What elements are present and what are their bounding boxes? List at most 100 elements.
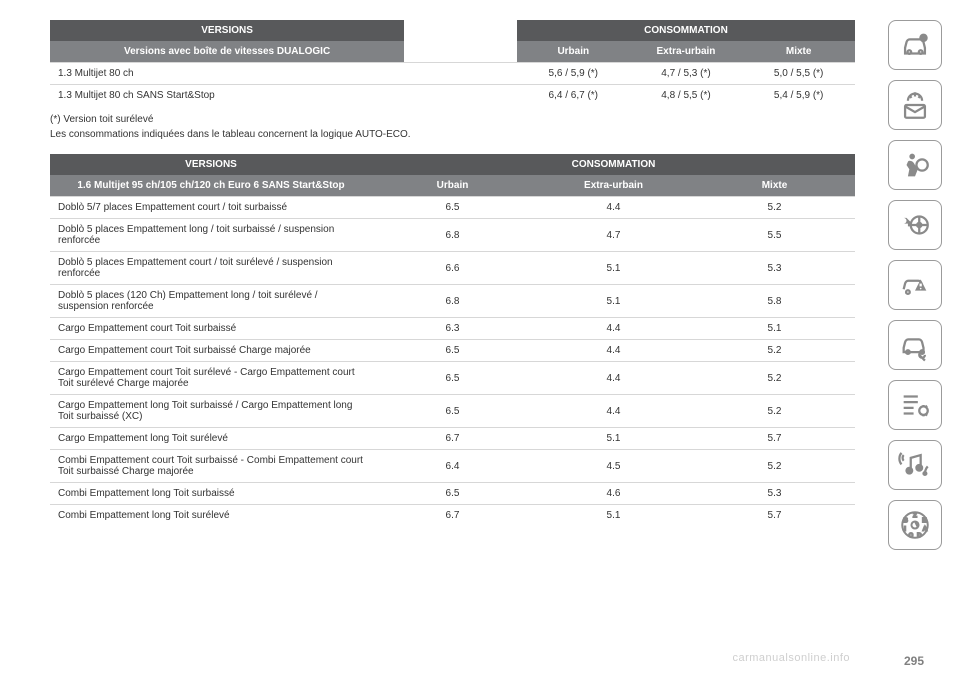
svg-text:A: A [923, 527, 927, 533]
t1-h-sub: Versions avec boîte de vitesses DUALOGIC [50, 41, 404, 63]
t2-h-ext: Extra-urbain [533, 175, 694, 197]
row-val: 6.3 [372, 318, 533, 340]
row-val: 5.7 [694, 505, 855, 527]
t1-h-mix: Mixte [742, 41, 855, 63]
row-val: 5.1 [533, 505, 694, 527]
table-row: Doblò 5 places Empattement court / toit … [50, 252, 855, 285]
car-wrench-icon [888, 320, 942, 370]
airbag-icon [888, 140, 942, 190]
row-label: Doblò 5 places (120 Ch) Empattement long… [50, 285, 372, 318]
row-label: 1.3 Multijet 80 ch SANS Start&Stop [50, 85, 404, 107]
row-val: 5.7 [694, 428, 855, 450]
versions-table-1: VERSIONS CONSOMMATION Versions avec boît… [50, 20, 855, 106]
table-row: 1.3 Multijet 80 ch SANS Start&Stop 6,4 /… [50, 85, 855, 107]
row-val: 5.2 [694, 340, 855, 362]
table-row: 1.3 Multijet 80 ch 5,6 / 5,9 (*) 4,7 / 5… [50, 63, 855, 85]
row-label: Cargo Empattement long Toit surbaissé / … [50, 395, 372, 428]
row-label: Cargo Empattement court Toit surélevé - … [50, 362, 372, 395]
row-label: Doblò 5/7 places Empattement court / toi… [50, 197, 372, 219]
svg-text:B: B [904, 518, 908, 524]
row-val: 4.4 [533, 197, 694, 219]
key-steering-icon [888, 200, 942, 250]
table-row: Cargo Empattement long Toit surélevé6.75… [50, 428, 855, 450]
row-val: 5.8 [694, 285, 855, 318]
page-number: 295 [904, 654, 924, 668]
row-val: 5,4 / 5,9 (*) [742, 85, 855, 107]
row-label: Combi Empattement court Toit surbaissé -… [50, 450, 372, 483]
row-label: Cargo Empattement long Toit surélevé [50, 428, 372, 450]
row-val: 5,6 / 5,9 (*) [517, 63, 630, 85]
t2-h-versions: VERSIONS [50, 154, 372, 175]
row-val: 5.1 [694, 318, 855, 340]
row-label: Cargo Empattement court Toit surbaissé C… [50, 340, 372, 362]
row-label: Doblò 5 places Empattement court / toit … [50, 252, 372, 285]
row-val: 6.7 [372, 505, 533, 527]
sidebar-icons: i ZEADCIB [888, 20, 942, 550]
row-val: 6.5 [372, 197, 533, 219]
table-row: Doblò 5/7 places Empattement court / toi… [50, 197, 855, 219]
row-val: 6.6 [372, 252, 533, 285]
watermark: carmanualsonline.info [732, 652, 850, 664]
row-val: 6.7 [372, 428, 533, 450]
svg-text:E: E [922, 518, 926, 524]
t2-h-sub: 1.6 Multijet 95 ch/105 ch/120 ch Euro 6 … [50, 175, 372, 197]
row-val: 4.4 [533, 318, 694, 340]
table-row: Combi Empattement long Toit surbaissé6.5… [50, 483, 855, 505]
row-val: 5.5 [694, 219, 855, 252]
t1-h-cons: CONSOMMATION [517, 20, 855, 41]
list-gear-icon [888, 380, 942, 430]
t2-h-urb: Urbain [372, 175, 533, 197]
row-val: 4.6 [533, 483, 694, 505]
row-val: 5,0 / 5,5 (*) [742, 63, 855, 85]
table-row: Cargo Empattement court Toit surbaissé6.… [50, 318, 855, 340]
row-val: 6,4 / 6,7 (*) [517, 85, 630, 107]
row-val: 6.4 [372, 450, 533, 483]
row-val: 4,8 / 5,5 (*) [630, 85, 743, 107]
table-row: Doblò 5 places Empattement long / toit s… [50, 219, 855, 252]
svg-text:I: I [904, 527, 906, 533]
row-val: 6.8 [372, 285, 533, 318]
t1-h-urb: Urbain [517, 41, 630, 63]
table-row: Cargo Empattement court Toit surélevé - … [50, 362, 855, 395]
table-row: Cargo Empattement court Toit surbaissé C… [50, 340, 855, 362]
row-label: Combi Empattement long Toit surbaissé [50, 483, 372, 505]
note-star: (*) Version toit surélevé [50, 114, 855, 125]
row-val: 6.5 [372, 362, 533, 395]
row-label: Doblò 5 places Empattement long / toit s… [50, 219, 372, 252]
row-val: 4.4 [533, 395, 694, 428]
row-val: 6.8 [372, 219, 533, 252]
row-val: 5.2 [694, 362, 855, 395]
svg-text:Z: Z [913, 513, 917, 519]
row-val: 4.4 [533, 362, 694, 395]
row-val: 5.2 [694, 197, 855, 219]
row-label: Combi Empattement long Toit surélevé [50, 505, 372, 527]
row-val: 5.1 [533, 285, 694, 318]
row-val: 4,7 / 5,3 (*) [630, 63, 743, 85]
note-auto-eco: Les consommations indiquées dans le tabl… [50, 129, 855, 140]
row-val: 6.5 [372, 340, 533, 362]
svg-text:C: C [909, 533, 913, 539]
svg-text:D: D [917, 533, 921, 539]
car-info-icon: i [888, 20, 942, 70]
row-val: 4.5 [533, 450, 694, 483]
row-val: 5.1 [533, 252, 694, 285]
row-label: Cargo Empattement court Toit surbaissé [50, 318, 372, 340]
t2-h-cons: CONSOMMATION [372, 154, 855, 175]
light-mail-icon [888, 80, 942, 130]
table-row: Combi Empattement long Toit surélevé6.75… [50, 505, 855, 527]
gap [404, 20, 517, 41]
table-row: Cargo Empattement long Toit surbaissé / … [50, 395, 855, 428]
car-warning-icon [888, 260, 942, 310]
row-val: 6.5 [372, 395, 533, 428]
row-val: 4.4 [533, 340, 694, 362]
t1-h-versions: VERSIONS [50, 20, 404, 41]
row-val: 4.7 [533, 219, 694, 252]
page-content: VERSIONS CONSOMMATION Versions avec boît… [0, 0, 960, 546]
row-val: 5.1 [533, 428, 694, 450]
row-label: 1.3 Multijet 80 ch [50, 63, 404, 85]
table-row: Combi Empattement court Toit surbaissé -… [50, 450, 855, 483]
gearshift-letters-icon: ZEADCIB [888, 500, 942, 550]
row-val: 5.3 [694, 483, 855, 505]
row-val: 6.5 [372, 483, 533, 505]
gap [404, 41, 517, 63]
